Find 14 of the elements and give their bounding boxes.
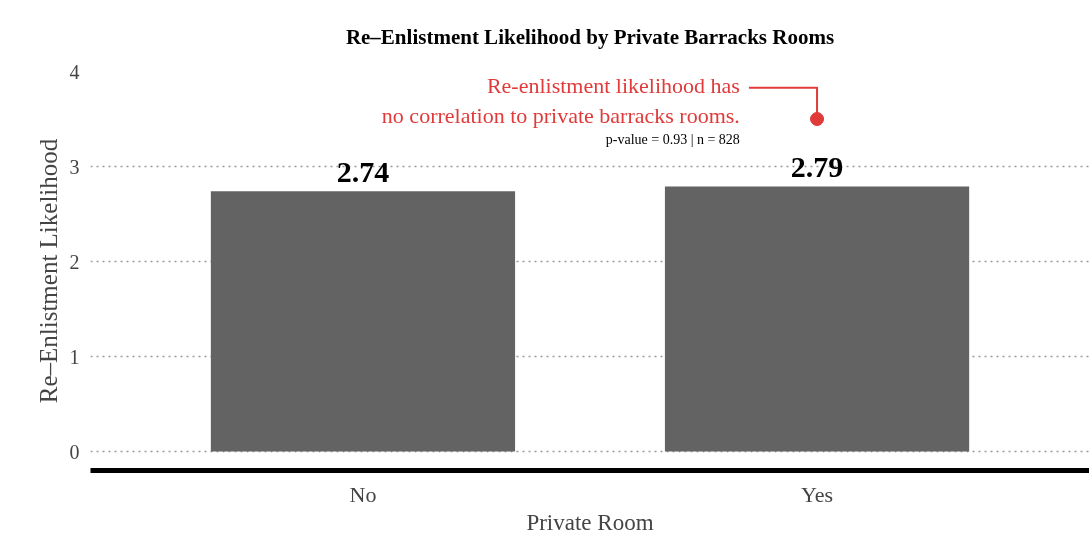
x-tick-label: No: [349, 481, 377, 507]
annotation: Re-enlistment likelihood has no correlation to private barracks rooms.: [381, 73, 740, 129]
y-tick-label: 1: [69, 345, 80, 368]
y-tick-label: 0: [69, 440, 80, 463]
data-label: 2.74: [336, 154, 390, 188]
x-tick-label: Yes: [801, 481, 834, 507]
y-axis-title: Re–Enlistment Likelihood: [34, 138, 62, 404]
x-axis-title: Private Room: [526, 509, 654, 535]
chart-title: Re–Enlistment Likelihood by Private Barracks Rooms: [345, 25, 835, 49]
y-tick-label: 2: [69, 250, 80, 273]
y-tick-label: 3: [69, 155, 80, 178]
annotation: p-value = 0.93 | n = 828: [605, 132, 740, 148]
y-tick-label: 4: [69, 60, 80, 83]
data-label: 2.79: [790, 149, 844, 183]
